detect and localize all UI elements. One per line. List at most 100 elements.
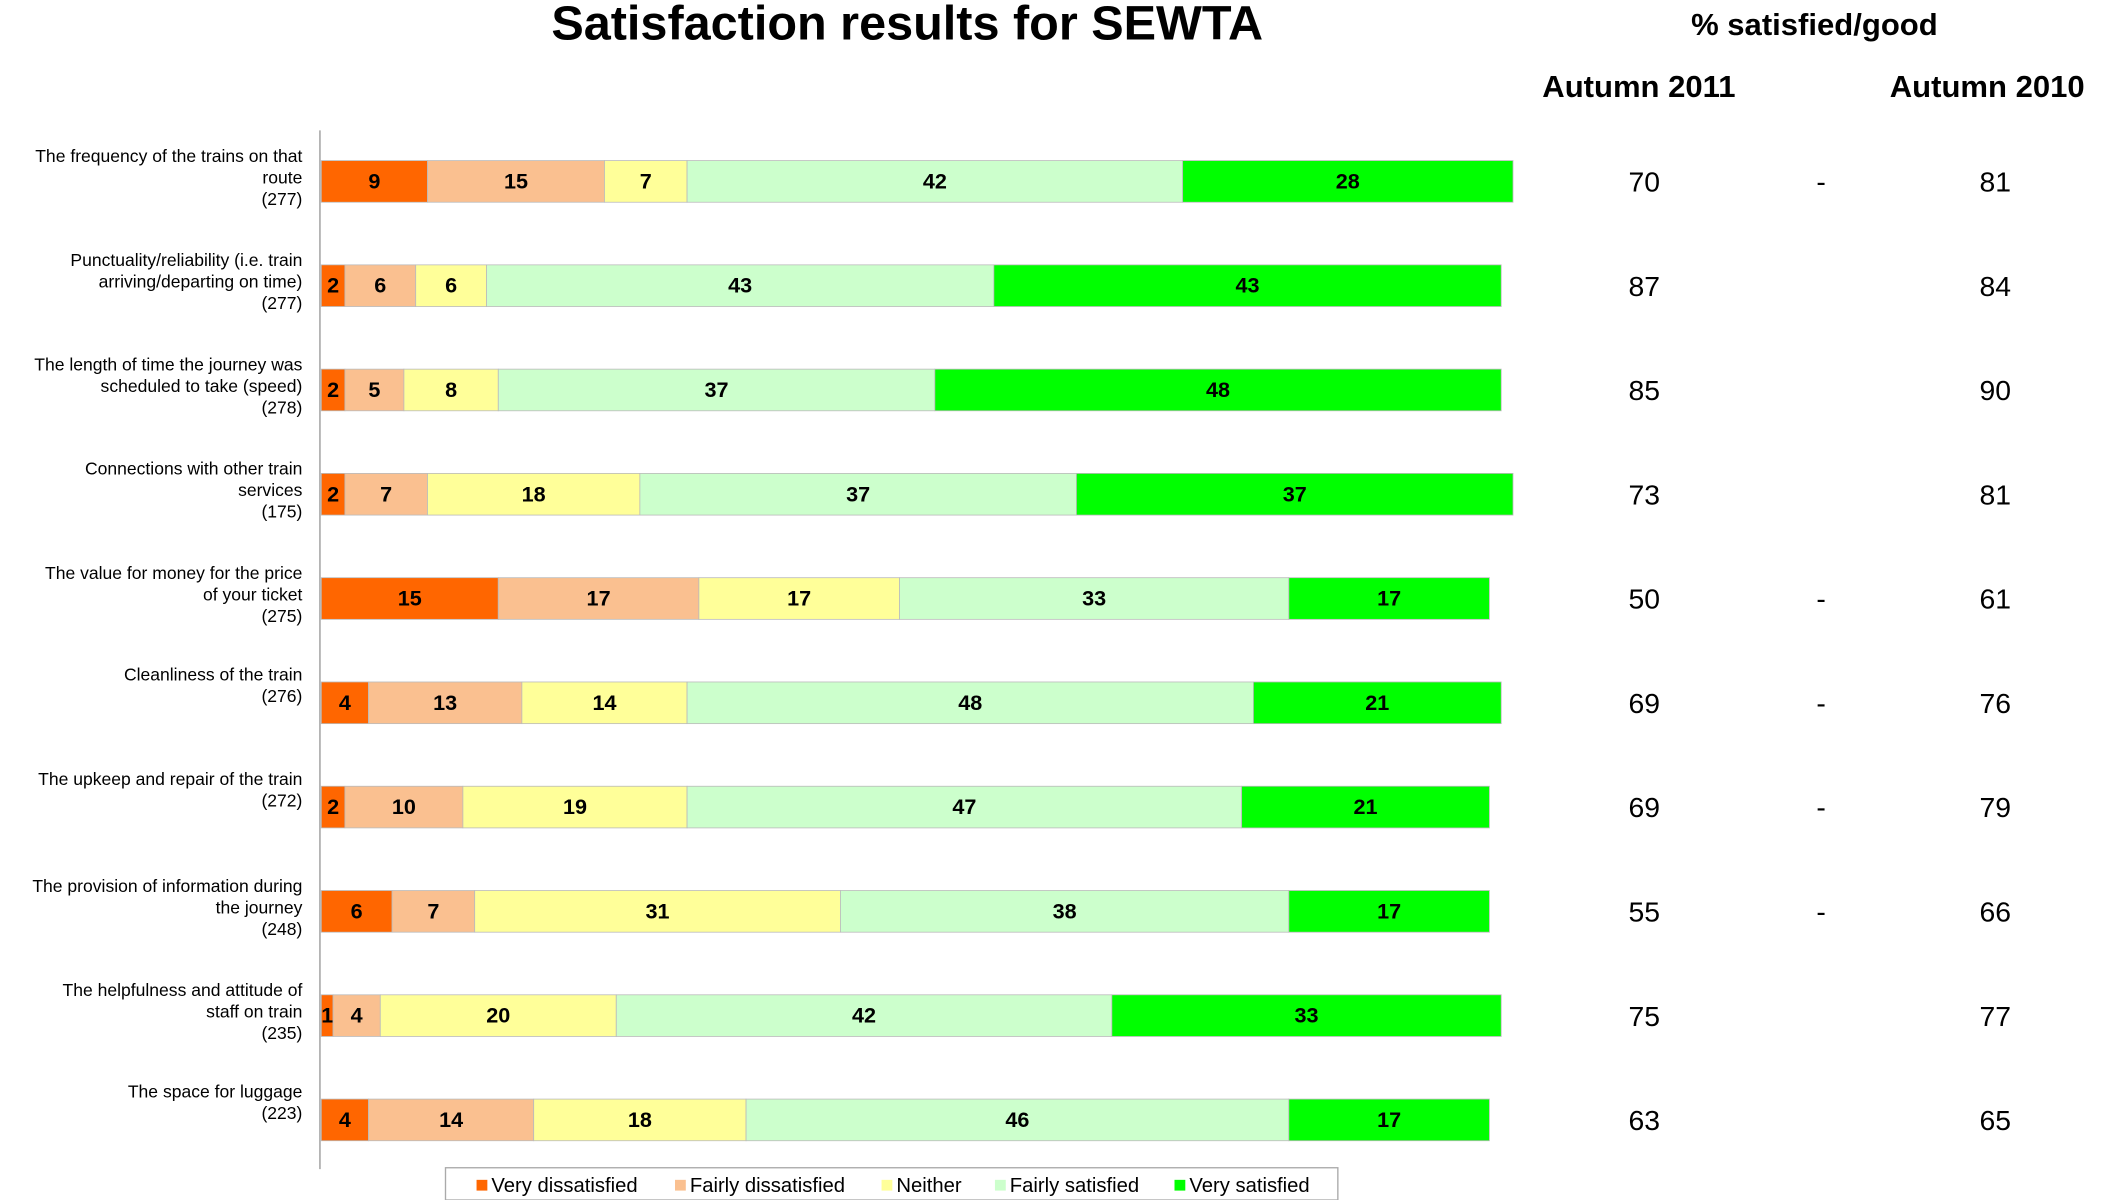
legend-swatch [675,1179,686,1191]
change-marker: - [1816,166,1825,198]
category-label: The length of time the journey was [34,354,302,374]
bar-segment [344,368,405,412]
value-label: 4 [351,1003,363,1028]
value-label: 2 [327,273,339,298]
bar-segment [368,1098,535,1142]
bar-segment [344,785,464,829]
bar-segment [604,160,688,203]
bar-segment [1253,681,1502,725]
value-label: 37 [846,481,870,506]
column-header: Autumn 2011 [1542,69,1735,104]
change-marker: - [1816,687,1825,719]
value-label: 38 [1053,898,1077,923]
legend-label: Neither [896,1175,962,1197]
legend-label: Very satisfied [1189,1175,1309,1197]
legend-label: Very dissatisfied [491,1175,637,1197]
change-marker: - [1816,791,1825,823]
bar-segment [686,160,1184,203]
autumn-2010-value: 66 [1980,896,2012,928]
autumn-2010-value: 79 [1980,791,2012,823]
category-label: (277) [261,189,302,209]
value-label: 28 [1336,168,1360,193]
category-label: The frequency of the trains on that [35,146,302,166]
legend-swatch [1174,1179,1186,1191]
category-label: (175) [261,502,302,522]
change-marker: - [1816,583,1825,615]
category-label: the journey [216,897,303,917]
value-label: 43 [728,273,752,298]
category-label: (235) [261,1023,302,1043]
category-label: The value for money for the price [45,563,302,583]
value-label: 33 [1295,1003,1319,1028]
autumn-2010-value: 81 [1980,478,2012,510]
bar-segment [1241,785,1490,829]
value-label: 17 [1377,586,1401,611]
autumn-2010-value: 61 [1980,583,2012,615]
category-label: The helpfulness and attitude of [63,980,303,1000]
bar-segment [427,160,605,203]
value-label: 43 [1236,273,1260,298]
value-label: 42 [923,168,947,193]
bar-segment [1182,160,1514,203]
category-label: route [262,167,302,187]
legend-label: Fairly dissatisfied [690,1175,845,1197]
value-label: 2 [327,377,339,402]
category-label: Connections with other train [85,459,302,479]
bar-segment [332,994,381,1037]
category-label: The provision of information during [32,876,302,896]
value-label: 18 [522,481,546,506]
value-label: 21 [1353,794,1377,819]
autumn-2011-value: 70 [1629,166,1661,198]
value-label: 17 [1377,1107,1401,1132]
autumn-2011-value: 75 [1629,1000,1661,1032]
category-label: of your ticket [203,584,303,604]
comparison-title: % satisfied/good [1691,7,1938,42]
autumn-2010-value: 77 [1980,1000,2012,1032]
value-label: 7 [640,168,652,193]
bar-segment [615,994,1113,1037]
autumn-2010-value: 90 [1980,374,2012,406]
autumn-2011-value: 69 [1629,687,1661,719]
bar-segment [497,368,936,412]
category-label: (248) [261,919,302,939]
category-label: (278) [261,397,302,417]
bar-segment [368,681,523,725]
value-label: 47 [952,794,976,819]
legend-label: Fairly satisfied [1010,1175,1139,1197]
autumn-2011-value: 63 [1629,1104,1661,1136]
legend-swatch [994,1179,1006,1191]
value-label: 14 [439,1107,463,1132]
autumn-2011-value: 85 [1629,374,1661,406]
bar-segment [415,264,487,307]
bar-segment [745,1098,1290,1142]
bar-segment [1076,473,1514,516]
value-label: 5 [368,377,380,402]
value-label: 8 [445,377,457,402]
value-label: 10 [392,794,416,819]
value-label: 4 [339,1107,351,1132]
category-label: (277) [261,293,302,313]
bar-segment [497,577,700,620]
autumn-2010-value: 84 [1980,270,2012,302]
category-label: arriving/departing on time) [99,272,303,292]
category-label: Punctuality/reliability (i.e. train [70,250,302,270]
bar-segment [533,1098,747,1142]
value-label: 1 [321,1003,333,1028]
bar-segment [320,681,369,725]
bar-segment [1288,890,1490,933]
bar-segment [698,577,900,620]
value-label: 17 [1377,898,1401,923]
bar-segment [474,890,841,933]
value-label: 19 [563,794,587,819]
value-label: 17 [787,586,811,611]
change-marker: - [1816,896,1825,928]
bar-segment [899,577,1290,620]
category-label: (223) [261,1103,302,1123]
bar-segment [403,368,499,412]
value-label: 37 [1283,481,1307,506]
bar-segment [1288,1098,1490,1142]
value-label: 7 [427,898,439,923]
bar-segment [320,160,428,203]
bar-segment [344,264,417,307]
